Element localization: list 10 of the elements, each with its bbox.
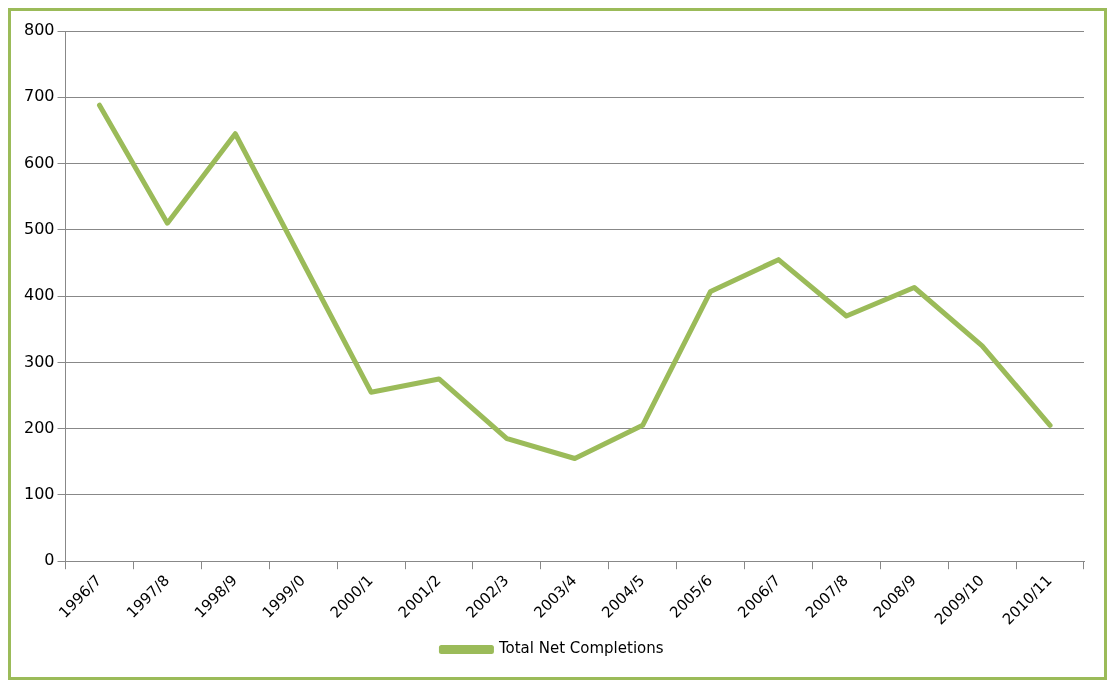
- y-tick-label: 600: [23, 152, 55, 172]
- y-tick-label: 100: [23, 484, 55, 504]
- y-tick-label: 0: [44, 550, 55, 570]
- y-tick-label: 300: [23, 351, 55, 371]
- legend-label: Total Net Completions: [497, 639, 664, 658]
- y-tick-label: 200: [23, 417, 55, 437]
- y-tick-label: 700: [23, 86, 55, 106]
- y-tick-label: 800: [23, 20, 55, 40]
- y-tick-label: 500: [23, 218, 55, 238]
- y-tick-label: 400: [23, 285, 55, 305]
